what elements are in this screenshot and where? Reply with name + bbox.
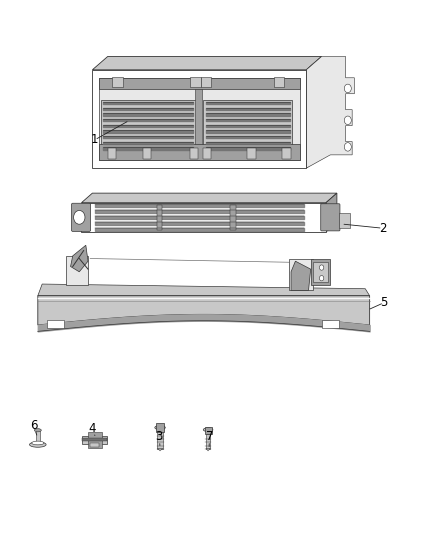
Text: 2: 2 xyxy=(379,222,386,235)
Circle shape xyxy=(319,276,324,281)
FancyBboxPatch shape xyxy=(321,204,340,231)
Text: 5: 5 xyxy=(380,296,388,309)
Bar xyxy=(190,148,198,159)
Polygon shape xyxy=(71,245,88,272)
Polygon shape xyxy=(306,56,354,168)
Bar xyxy=(112,77,123,87)
Polygon shape xyxy=(81,193,337,203)
Text: 6: 6 xyxy=(30,419,37,432)
Bar xyxy=(108,148,117,159)
Text: 3: 3 xyxy=(155,430,162,443)
Circle shape xyxy=(344,143,351,151)
Polygon shape xyxy=(291,261,311,290)
Polygon shape xyxy=(326,193,337,232)
Polygon shape xyxy=(206,448,210,451)
Bar xyxy=(90,443,99,447)
Bar xyxy=(311,259,330,285)
Bar xyxy=(82,435,107,444)
Bar xyxy=(203,100,292,151)
Bar xyxy=(99,78,300,90)
Polygon shape xyxy=(157,448,162,451)
Bar xyxy=(157,431,162,449)
Bar xyxy=(82,438,107,441)
Bar xyxy=(81,203,326,232)
Text: 7: 7 xyxy=(206,430,213,443)
Ellipse shape xyxy=(203,428,213,432)
Circle shape xyxy=(319,265,324,270)
Bar xyxy=(321,320,339,328)
Ellipse shape xyxy=(155,425,165,430)
Polygon shape xyxy=(92,56,321,70)
FancyBboxPatch shape xyxy=(71,203,91,231)
Circle shape xyxy=(74,211,85,224)
Bar xyxy=(195,79,202,159)
Bar xyxy=(205,426,212,434)
Bar xyxy=(46,320,64,328)
Polygon shape xyxy=(38,296,370,325)
Bar xyxy=(143,148,151,159)
Bar xyxy=(66,256,88,285)
Ellipse shape xyxy=(32,441,44,445)
Bar xyxy=(289,259,313,290)
Polygon shape xyxy=(38,284,370,296)
Bar xyxy=(156,423,164,432)
Bar xyxy=(101,100,195,151)
Polygon shape xyxy=(306,56,321,168)
Text: 4: 4 xyxy=(88,422,96,435)
Bar xyxy=(88,432,102,448)
Bar xyxy=(201,77,212,87)
Ellipse shape xyxy=(29,442,46,447)
Bar xyxy=(157,205,162,230)
Bar xyxy=(274,77,285,87)
Bar xyxy=(339,213,350,228)
Bar xyxy=(99,144,300,160)
Ellipse shape xyxy=(34,429,41,432)
Bar xyxy=(203,148,212,159)
Polygon shape xyxy=(92,70,306,168)
Bar xyxy=(35,430,40,443)
Circle shape xyxy=(344,84,351,93)
Bar xyxy=(283,148,291,159)
Bar xyxy=(206,434,210,449)
Text: 1: 1 xyxy=(91,133,98,147)
Bar xyxy=(191,77,201,87)
Bar xyxy=(99,78,300,160)
Circle shape xyxy=(344,116,351,125)
Bar xyxy=(230,205,236,230)
Bar xyxy=(313,262,328,282)
Bar xyxy=(247,148,256,159)
